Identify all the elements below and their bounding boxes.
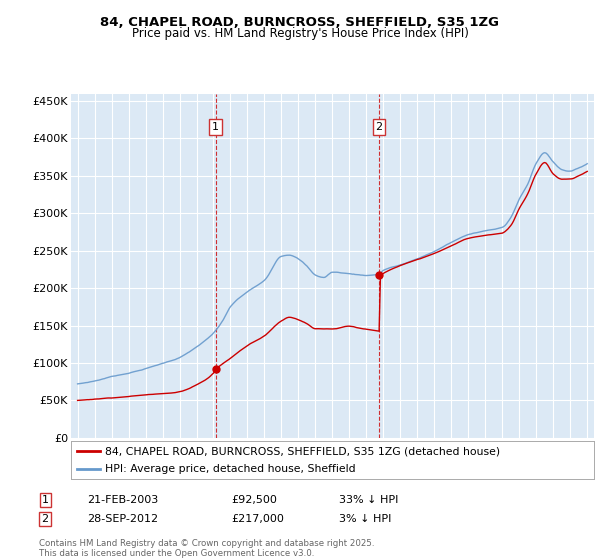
Text: 1: 1: [41, 494, 49, 505]
Text: 21-FEB-2003: 21-FEB-2003: [87, 494, 158, 505]
Text: 33% ↓ HPI: 33% ↓ HPI: [339, 494, 398, 505]
Text: 1: 1: [212, 122, 219, 132]
Text: 2: 2: [376, 122, 383, 132]
Text: Contains HM Land Registry data © Crown copyright and database right 2025.
This d: Contains HM Land Registry data © Crown c…: [39, 539, 374, 558]
Text: 84, CHAPEL ROAD, BURNCROSS, SHEFFIELD, S35 1ZG (detached house): 84, CHAPEL ROAD, BURNCROSS, SHEFFIELD, S…: [105, 446, 500, 456]
Text: 28-SEP-2012: 28-SEP-2012: [87, 514, 158, 524]
Text: 2: 2: [41, 514, 49, 524]
Text: HPI: Average price, detached house, Sheffield: HPI: Average price, detached house, Shef…: [105, 464, 355, 474]
Text: Price paid vs. HM Land Registry's House Price Index (HPI): Price paid vs. HM Land Registry's House …: [131, 27, 469, 40]
Text: £217,000: £217,000: [231, 514, 284, 524]
Text: 3% ↓ HPI: 3% ↓ HPI: [339, 514, 391, 524]
Text: 84, CHAPEL ROAD, BURNCROSS, SHEFFIELD, S35 1ZG: 84, CHAPEL ROAD, BURNCROSS, SHEFFIELD, S…: [101, 16, 499, 29]
Text: £92,500: £92,500: [231, 494, 277, 505]
